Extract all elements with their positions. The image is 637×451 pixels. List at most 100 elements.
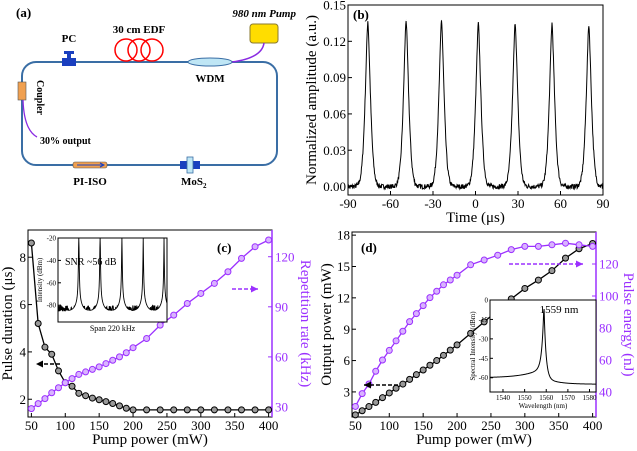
output-power-point bbox=[372, 398, 380, 406]
pulse-duration-point bbox=[170, 406, 178, 414]
pulse-duration-point bbox=[95, 396, 103, 404]
isolator-arrow-icon bbox=[77, 162, 106, 168]
output-lead bbox=[22, 99, 38, 138]
panel-a-setup-diagram: (a) 980 nm Pump 30 cm EDF PC WDM Coupler… bbox=[16, 5, 296, 190]
y-tick-label: 0.06 bbox=[323, 106, 346, 121]
inset-y-tick-label: -30 bbox=[479, 335, 489, 343]
panel-b-pulse-train: -90 -60 -30 0 30 60 90 0.00 0.03 0.06 0.09 0.12 0.15… bbox=[304, 0, 610, 226]
polarization-controller bbox=[62, 51, 76, 66]
x-tick-label: 250 bbox=[481, 418, 501, 433]
inset-x-tick-label: 1580 bbox=[583, 394, 598, 402]
pulse-energy-point bbox=[480, 256, 488, 264]
pulse-energy-point bbox=[392, 337, 400, 345]
repetition-rate-point bbox=[238, 254, 245, 262]
output-power-point bbox=[433, 357, 441, 365]
edf-label: 30 cm EDF bbox=[113, 24, 166, 36]
pulse-duration-point bbox=[88, 394, 96, 402]
x-tick-label: -90 bbox=[339, 196, 356, 211]
y2-tick-label: 30 bbox=[275, 400, 288, 415]
y-tick-label: 4 bbox=[20, 344, 27, 359]
repetition-rate-point bbox=[129, 344, 137, 352]
sa-label: MoS2 bbox=[181, 176, 207, 190]
y-tick-label: 15 bbox=[337, 259, 350, 274]
output-power-point bbox=[392, 384, 400, 392]
pulse-energy-point bbox=[351, 402, 359, 410]
output-power-point bbox=[406, 375, 414, 383]
pulse-energy-point bbox=[548, 241, 556, 249]
pulse-energy-point bbox=[372, 367, 380, 375]
pulse-duration-point bbox=[129, 406, 137, 414]
x-tick-label: 50 bbox=[349, 418, 362, 433]
output-power-point bbox=[534, 276, 542, 284]
pulse-energy-point bbox=[494, 251, 502, 259]
y-tick-label: 6 bbox=[344, 353, 351, 368]
pulse-energy-point bbox=[534, 242, 542, 250]
repetition-rate-point bbox=[41, 395, 49, 403]
repetition-rate-point bbox=[183, 299, 191, 307]
pulse-duration-point bbox=[48, 350, 56, 358]
x-tick-label: 50 bbox=[25, 418, 38, 433]
pulse-duration-point bbox=[109, 400, 117, 408]
output-power-point bbox=[548, 267, 556, 275]
x-tick-label: 0 bbox=[472, 196, 479, 211]
panel-label: (d) bbox=[361, 240, 377, 255]
pulse-duration-point bbox=[156, 406, 164, 414]
output-power-point bbox=[379, 394, 386, 402]
x-axis-label: Time (μs) bbox=[446, 210, 505, 226]
pulse-energy-point bbox=[507, 246, 515, 254]
x-tick-label: 250 bbox=[157, 418, 177, 433]
x-tick-label: 400 bbox=[583, 418, 603, 433]
pulse-duration-point bbox=[210, 406, 218, 414]
inset-y-tick-label: -15 bbox=[479, 316, 489, 324]
x-tick-label: 350 bbox=[549, 418, 569, 433]
pulse-energy-point bbox=[467, 261, 475, 269]
y-tick-label: 0.15 bbox=[323, 0, 346, 13]
output-power-point bbox=[351, 411, 359, 419]
pulse-energy-point bbox=[419, 302, 427, 310]
x-tick-label: 150 bbox=[89, 418, 109, 433]
pulse-energy-point bbox=[446, 276, 454, 284]
x-tick-label: 200 bbox=[123, 418, 143, 433]
inset-x-tick-label: 1570 bbox=[561, 394, 576, 402]
repetition-rate-point bbox=[102, 360, 110, 368]
repetition-rate-point bbox=[265, 236, 273, 244]
output-power-point bbox=[365, 403, 373, 411]
output-power-point bbox=[562, 254, 569, 262]
mos2-saturable-absorber bbox=[180, 156, 200, 174]
output-label: 30% output bbox=[40, 136, 92, 147]
panel-a-label: (a) bbox=[16, 5, 31, 20]
inset-x-tick-label: 1560 bbox=[539, 394, 554, 402]
repetition-rate-point bbox=[170, 311, 178, 319]
repetition-rate-point bbox=[156, 321, 164, 329]
right-axis-label: Repetition rate (kHz) bbox=[297, 260, 313, 387]
pulse-duration-point bbox=[68, 382, 76, 390]
right-axis-arrow-head-icon bbox=[251, 285, 258, 293]
y2-tick-label: 100 bbox=[599, 289, 619, 304]
snr-annotation: SNR ~56 dB bbox=[65, 257, 117, 268]
y-tick-label: 12 bbox=[337, 290, 350, 305]
y-tick-label: 3 bbox=[344, 384, 351, 399]
x-tick-label: 200 bbox=[447, 418, 467, 433]
repetition-rate-point bbox=[34, 400, 42, 408]
output-power-point bbox=[521, 284, 529, 292]
output-power-point bbox=[385, 389, 393, 397]
x-tick-label: -60 bbox=[382, 196, 399, 211]
pulse-energy-point bbox=[385, 346, 393, 354]
repetition-rate-point bbox=[88, 365, 96, 373]
pulse-energy-point bbox=[412, 310, 420, 318]
pulse-energy-point bbox=[406, 318, 414, 326]
y2-tick-label: 80 bbox=[599, 321, 612, 336]
x-tick-label: 350 bbox=[225, 418, 245, 433]
x-tick-label: -30 bbox=[424, 196, 441, 211]
panel-d-power-energy: 50 100 150 200 250 300 350 400 3 6 9 12 15 18 40 60 80 10… bbox=[319, 228, 636, 448]
repetition-rate-point bbox=[55, 384, 62, 392]
x-tick-label: 150 bbox=[413, 418, 433, 433]
y-tick-label: 8 bbox=[20, 250, 27, 265]
y-tick-label: 2 bbox=[20, 392, 27, 407]
pulse-energy-point bbox=[358, 390, 366, 398]
y2-tick-label: 90 bbox=[275, 299, 288, 314]
repetition-rate-point bbox=[68, 375, 76, 383]
inset-y-tick-label: 0 bbox=[485, 297, 489, 305]
pulse-energy-point bbox=[440, 281, 447, 289]
